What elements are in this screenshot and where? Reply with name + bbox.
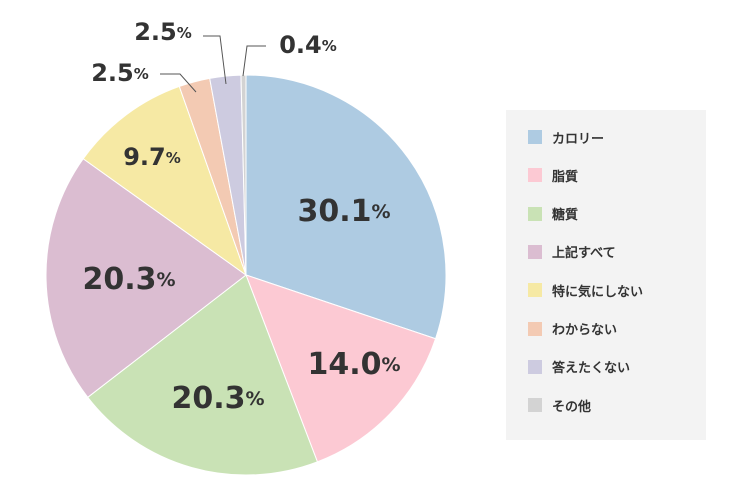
legend-label: 特に気にしない [552,284,644,300]
legend-label: 答えたくない [552,361,631,377]
legend-item: 特に気にしない [528,280,643,300]
data-label: 14.0% [307,347,400,382]
pie-slice [245,274,437,463]
legend-item: カロリー [528,127,604,147]
data-label: 2.5% [91,59,149,87]
legend-label: カロリー [552,131,605,147]
legend: カロリー脂質糖質上記すべて特に気にしない わからない答えたくない その他 [506,110,706,440]
legend-item: 上記すべて [528,242,616,262]
legend-swatch [528,168,542,183]
data-label: 30.1% [297,194,390,229]
data-label: 20.3% [171,381,264,416]
legend-swatch [528,398,542,413]
leader-line [242,45,266,77]
pie-slice [87,274,319,476]
legend-label: 上記すべて [552,246,616,262]
leader-line [203,35,227,85]
data-label: 2.5% [134,18,192,46]
legend-swatch [528,130,542,144]
legend-label: 脂質 [552,169,579,185]
legend-item: 答えたくない [528,357,630,377]
legend-item: 糖質 [528,204,578,224]
data-label: 20.3% [82,262,175,297]
legend-label: 糖質 [552,208,579,224]
pie-slice [45,158,247,398]
legend-item: 脂質 [528,165,578,185]
legend-swatch [528,359,542,374]
leader-line [160,73,197,93]
legend-item: わからない [528,319,617,339]
legend-label: その他 [552,399,592,415]
legend-label: わからない [552,323,618,338]
legend-swatch [528,244,542,259]
legend-swatch [528,283,542,298]
legend-item: その他 [528,395,591,415]
data-label: 0.4% [279,31,337,59]
legend-swatch [528,321,542,336]
legend-swatch [528,206,542,221]
pie-slice [245,74,447,340]
pie-slice [82,85,248,277]
data-label: 9.7% [123,143,181,171]
